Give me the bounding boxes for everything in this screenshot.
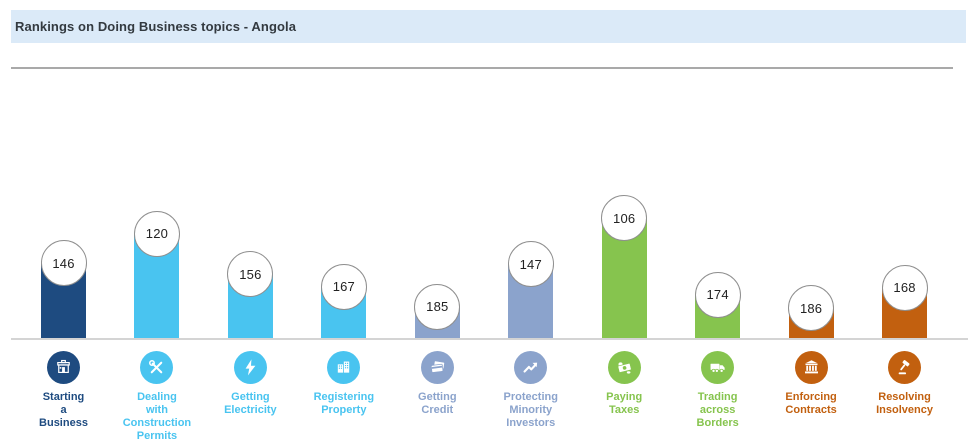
topic-label-line: Permits bbox=[136, 430, 178, 441]
topic-label-protecting-minority-investors[interactable]: Protecting Minority Investors bbox=[471, 391, 591, 430]
topic-label-line: Taxes bbox=[609, 404, 640, 416]
rank-value: 168 bbox=[893, 280, 916, 296]
topic-label-line: Minority bbox=[509, 404, 553, 416]
rank-badge-registering-property: 167 bbox=[320, 263, 367, 310]
rank-badge-getting-credit: 185 bbox=[414, 283, 461, 330]
topic-label-getting-electricity[interactable]: Getting Electricity bbox=[190, 391, 310, 417]
title-bar: Rankings on Doing Business topics - Ango… bbox=[11, 10, 966, 43]
trend-arrow-icon[interactable] bbox=[514, 351, 548, 384]
topic-label-resolving-insolvency[interactable]: Resolving Insolvency bbox=[845, 391, 965, 417]
rank-badge-dealing-with-construction-permits: 120 bbox=[133, 210, 180, 257]
rank-value: 167 bbox=[332, 279, 355, 295]
topic-label-line: Electricity bbox=[224, 404, 277, 416]
rank-value: 186 bbox=[799, 300, 823, 316]
tools-icon[interactable] bbox=[140, 351, 174, 384]
topic-label-line: Property bbox=[321, 404, 367, 416]
page-title: Rankings on Doing Business topics - Ango… bbox=[15, 19, 297, 34]
rank-value: 120 bbox=[145, 226, 169, 242]
topic-label-line: Credit bbox=[421, 404, 454, 416]
rank-badge-resolving-insolvency: 168 bbox=[881, 264, 928, 311]
topic-label-line: Starting bbox=[42, 391, 85, 403]
topic-label-line: Business bbox=[39, 417, 88, 429]
topic-label-line: Insolvency bbox=[876, 404, 933, 416]
topic-label-line: across bbox=[699, 404, 736, 416]
topic-label-line: a bbox=[60, 404, 67, 416]
topic-label-line: Contracts bbox=[785, 404, 837, 416]
lightning-icon[interactable] bbox=[233, 351, 267, 384]
truck-icon[interactable] bbox=[701, 351, 735, 384]
topic-label-registering-property[interactable]: Registering Property bbox=[284, 391, 404, 417]
topic-label-getting-credit[interactable]: Getting Credit bbox=[377, 391, 497, 417]
rank-value: 174 bbox=[706, 287, 729, 302]
rank-badge-getting-electricity: 156 bbox=[227, 251, 274, 298]
topic-label-line: Registering bbox=[313, 391, 375, 403]
rank-badge-enforcing-contracts: 186 bbox=[788, 285, 835, 331]
topic-label-line: Investors bbox=[506, 417, 556, 429]
rank-value: 146 bbox=[52, 255, 75, 271]
gavel-icon[interactable] bbox=[888, 351, 922, 384]
rank-badge-starting-a-business: 146 bbox=[40, 240, 87, 286]
topic-label-line: Resolving bbox=[878, 391, 931, 403]
topic-label-line: Borders bbox=[696, 417, 739, 429]
header-divider bbox=[11, 67, 953, 69]
money-icon[interactable] bbox=[607, 351, 641, 384]
topic-label-line: Protecting bbox=[503, 391, 558, 403]
topic-label-enforcing-contracts[interactable]: Enforcing Contracts bbox=[751, 391, 871, 417]
rank-badge-paying-taxes: 106 bbox=[601, 195, 648, 241]
rank-value: 156 bbox=[239, 266, 262, 282]
topic-label-line: Getting bbox=[418, 391, 457, 403]
buildings-icon[interactable] bbox=[327, 351, 361, 384]
topic-label-line: with bbox=[145, 404, 168, 416]
courthouse-icon[interactable] bbox=[794, 351, 828, 384]
rank-value: 147 bbox=[519, 256, 542, 272]
chart-baseline bbox=[11, 338, 968, 340]
rank-badge-protecting-minority-investors: 147 bbox=[507, 241, 554, 288]
topic-label-paying-taxes[interactable]: Paying Taxes bbox=[564, 391, 684, 417]
topic-label-starting-a-business[interactable]: Starting a Business bbox=[4, 391, 124, 430]
topic-label-line: Trading bbox=[697, 391, 738, 403]
rank-value: 106 bbox=[613, 210, 636, 226]
rank-value: 185 bbox=[426, 299, 449, 315]
topic-label-line: Getting bbox=[231, 391, 270, 403]
topic-label-line: Paying bbox=[606, 391, 643, 403]
topic-label-trading-across-borders[interactable]: Trading across Borders bbox=[658, 391, 778, 430]
topic-label-line: Construction bbox=[122, 417, 192, 429]
rank-badge-trading-across-borders: 174 bbox=[694, 271, 741, 318]
topic-label-line: Dealing bbox=[137, 391, 177, 403]
topic-label-line: Enforcing bbox=[785, 391, 837, 403]
storefront-icon[interactable] bbox=[47, 351, 80, 384]
topic-label-dealing-with-construction-permits[interactable]: Dealing with Construction Permits bbox=[97, 391, 217, 441]
credit-cards-icon[interactable] bbox=[420, 351, 454, 384]
